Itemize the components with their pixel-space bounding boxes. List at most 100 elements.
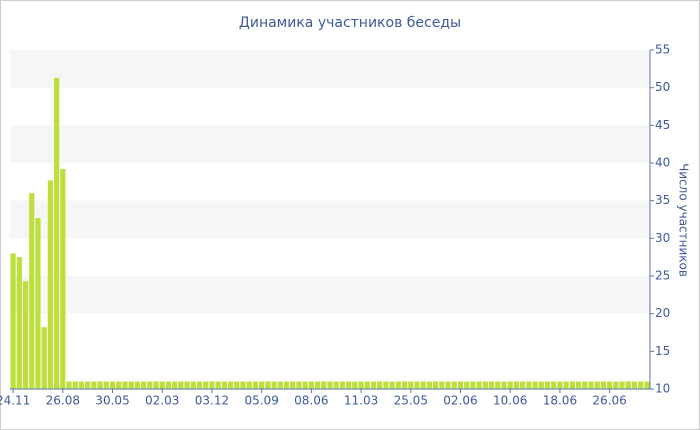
bar: [594, 381, 600, 389]
x-tick-label: 26.08: [46, 394, 80, 408]
bar: [476, 381, 482, 389]
bar: [184, 381, 190, 389]
y-tick-label: 50: [655, 80, 670, 94]
y-tick-label: 15: [655, 344, 670, 358]
x-tick-label: 02.06: [443, 394, 477, 408]
bar: [159, 381, 165, 389]
bar: [203, 381, 209, 389]
bar: [414, 381, 420, 389]
x-tick-label: 02.03: [145, 394, 179, 408]
y-tick-label: 55: [655, 43, 670, 57]
x-tick-label: 18.06: [543, 394, 577, 408]
bar: [625, 381, 631, 389]
bar: [314, 381, 321, 389]
bar: [569, 381, 575, 389]
bar: [389, 381, 395, 389]
bar: [302, 381, 308, 389]
bar: [147, 381, 153, 389]
bar: [339, 381, 346, 389]
y-tick-label: 45: [655, 118, 670, 132]
bar: [464, 381, 470, 389]
bar: [482, 381, 488, 389]
bar: [109, 381, 116, 389]
chart-title: Динамика участников беседы: [239, 15, 461, 31]
bar: [283, 381, 290, 389]
bar: [346, 381, 352, 389]
bar: [619, 381, 625, 389]
x-tick-label: 05.09: [244, 394, 278, 408]
bar: [209, 381, 215, 389]
bar: [290, 381, 296, 389]
bar: [333, 381, 339, 389]
bar: [495, 381, 501, 389]
bar: [252, 381, 259, 389]
y-tick-label: 40: [655, 156, 670, 170]
bar: [364, 381, 370, 389]
x-tick-label: 03.12: [195, 394, 229, 408]
y-tick-label: 35: [655, 193, 670, 207]
bar: [277, 381, 283, 389]
bar: [507, 381, 513, 389]
bar: [451, 381, 457, 389]
bar: [66, 381, 72, 389]
x-tick-label: 24.11: [0, 394, 30, 408]
bar: [134, 381, 140, 389]
bar: [196, 381, 203, 389]
bar: [140, 381, 147, 389]
bar: [308, 381, 314, 389]
bar: [457, 381, 464, 389]
y-axis-label: Число участников: [677, 163, 691, 277]
bar: [383, 381, 389, 389]
bar: [128, 381, 134, 389]
bar: [575, 381, 582, 389]
bar: [178, 381, 184, 389]
bar: [420, 381, 426, 389]
bar: [29, 193, 35, 389]
bar: [221, 381, 227, 389]
bar: [644, 381, 650, 389]
bar: [259, 381, 265, 389]
bar: [91, 381, 97, 389]
bar: [190, 381, 196, 389]
bar: [16, 257, 22, 389]
bar: [240, 381, 246, 389]
x-tick-label: 11.03: [344, 394, 378, 408]
bar: [513, 381, 520, 389]
x-tick-label: 25.05: [394, 394, 428, 408]
bar: [72, 381, 78, 389]
y-tick-label: 10: [655, 382, 670, 396]
x-tick-label: 26.06: [592, 394, 626, 408]
bar: [631, 381, 638, 389]
bar: [153, 381, 159, 389]
x-tick-label: 08.06: [294, 394, 328, 408]
bar: [358, 381, 364, 389]
bar: [103, 381, 109, 389]
bar: [520, 381, 526, 389]
bar: [227, 381, 234, 389]
bar: [582, 381, 588, 389]
bar: [488, 381, 495, 389]
bar: [551, 381, 557, 389]
bar: [122, 381, 128, 389]
bar: [296, 381, 302, 389]
y-tick-label: 25: [655, 269, 670, 283]
bar: [588, 381, 594, 389]
bar: [526, 381, 532, 389]
bar: [53, 77, 60, 389]
bar: [172, 381, 178, 389]
bar: [426, 381, 433, 389]
bar: [246, 381, 252, 389]
bar: [607, 381, 613, 389]
y-tick-label: 30: [655, 231, 670, 245]
bar: [234, 381, 240, 389]
bar: [557, 381, 563, 389]
bar: [35, 217, 41, 389]
bar: [352, 381, 358, 389]
bar: [78, 381, 85, 389]
bar: [327, 381, 333, 389]
x-tick-label: 30.05: [95, 394, 129, 408]
bar: [321, 381, 327, 389]
bar: [563, 381, 569, 389]
grid-band: [10, 276, 650, 314]
